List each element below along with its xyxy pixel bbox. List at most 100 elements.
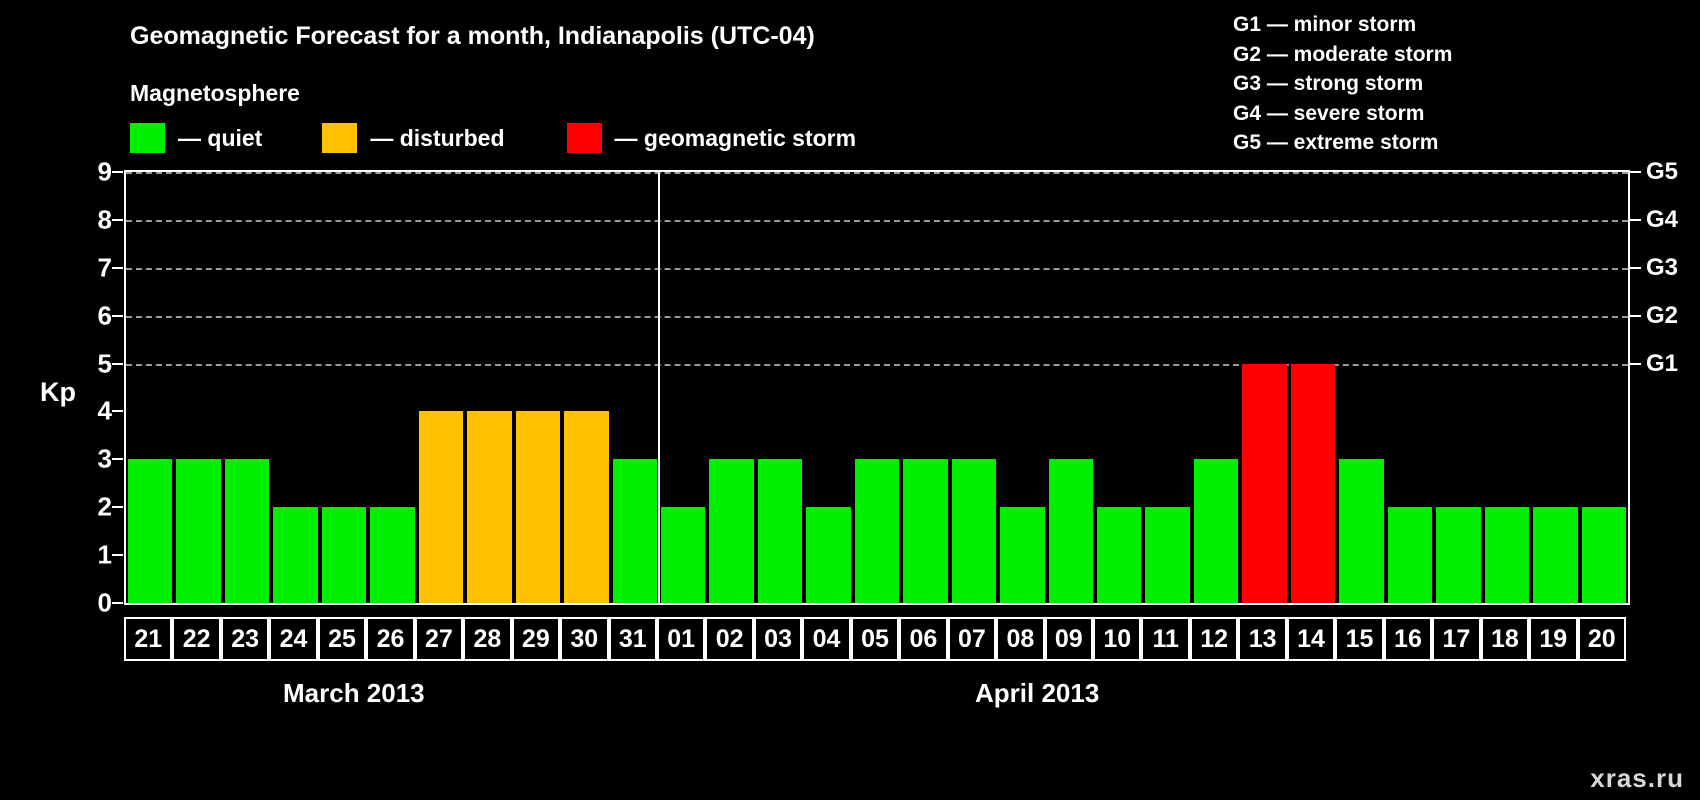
bar-april-10	[1097, 507, 1142, 603]
bar-march-30	[564, 411, 609, 603]
y-tick-label-4: 4	[97, 395, 112, 426]
bar-march-24	[273, 507, 318, 603]
bar-april-15	[1339, 459, 1384, 603]
y-tick-label-0: 0	[97, 587, 112, 618]
day-label-april-05[interactable]: 05	[850, 617, 900, 661]
bar-april-14	[1290, 363, 1336, 603]
y-tick-mark-1	[112, 554, 123, 557]
gscale-line-4: G4 — severe storm	[1233, 101, 1425, 125]
day-label-march-25[interactable]: 25	[317, 617, 367, 661]
g-tick-label-G3: G3	[1646, 253, 1679, 281]
y-tick-mark-5	[112, 362, 123, 365]
bar-march-21	[128, 459, 173, 603]
bar-april-01	[660, 507, 706, 603]
gridline-kp-7	[126, 267, 1628, 270]
bar-march-31	[612, 459, 657, 603]
y-tick-mark-0	[112, 602, 123, 604]
day-label-april-03[interactable]: 03	[753, 617, 803, 661]
day-label-april-20[interactable]: 20	[1577, 617, 1626, 661]
bar-april-03	[757, 459, 803, 603]
day-label-april-15[interactable]: 15	[1335, 617, 1384, 661]
g-tick-mark-G5	[1630, 171, 1641, 173]
bar-april-17	[1436, 507, 1481, 603]
day-label-april-09[interactable]: 09	[1044, 617, 1094, 661]
day-label-march-24[interactable]: 24	[269, 617, 318, 661]
day-label-april-11[interactable]: 11	[1141, 617, 1190, 661]
plot-area	[124, 170, 1630, 605]
day-label-march-23[interactable]: 23	[220, 617, 270, 661]
g-tick-mark-G3	[1630, 266, 1641, 269]
y-tick-label-2: 2	[97, 491, 112, 522]
y-axis-label: Kp	[40, 377, 76, 407]
page-title: Geomagnetic Forecast for a month, Indian…	[130, 22, 815, 50]
y-tick-label-1: 1	[97, 539, 112, 570]
g-tick-label-G4: G4	[1646, 205, 1679, 233]
y-tick-mark-9	[112, 171, 123, 173]
bar-april-16	[1387, 507, 1433, 603]
day-label-march-28[interactable]: 28	[463, 617, 512, 661]
month-caption-april: April 2013	[975, 678, 1100, 708]
bar-april-13	[1242, 363, 1287, 603]
bar-april-12	[1193, 459, 1239, 603]
gridline-kp-8	[126, 219, 1628, 222]
bar-march-22	[176, 459, 221, 603]
month-divider	[657, 172, 660, 603]
bar-april-08	[1000, 507, 1045, 603]
day-label-april-19[interactable]: 19	[1529, 617, 1578, 661]
day-label-march-27[interactable]: 27	[414, 617, 464, 661]
bar-april-02	[709, 459, 754, 603]
bars	[126, 172, 1628, 603]
g-tick-label-G2: G2	[1646, 301, 1679, 329]
day-label-april-10[interactable]: 10	[1093, 617, 1142, 661]
day-label-march-26[interactable]: 26	[366, 617, 415, 661]
legend-label-quiet: — quiet	[178, 124, 263, 151]
bar-march-26	[370, 507, 415, 603]
gscale-line-2: G2 — moderate storm	[1233, 42, 1453, 66]
day-label-april-12[interactable]: 12	[1189, 617, 1239, 661]
bar-april-04	[806, 507, 851, 603]
day-label-march-22[interactable]: 22	[172, 617, 221, 661]
bar-april-05	[854, 459, 900, 603]
y-tick-mark-7	[112, 266, 123, 269]
day-label-april-17[interactable]: 17	[1432, 617, 1481, 661]
gridline-kp-9	[126, 172, 1628, 174]
day-label-march-29[interactable]: 29	[511, 617, 561, 661]
bar-april-20	[1581, 507, 1626, 603]
gscale-legend: G1 — minor storm G2 — moderate storm G3 — …	[1233, 10, 1452, 158]
legend-swatch-geomagnetic-storm	[566, 123, 602, 153]
y-tick-mark-6	[112, 314, 123, 317]
legend-item-disturbed: — disturbed	[322, 123, 505, 153]
bar-april-09	[1048, 459, 1094, 603]
bar-march-25	[321, 507, 367, 603]
legend-swatch-disturbed	[322, 123, 358, 153]
y-tick-label-8: 8	[97, 204, 112, 235]
bar-march-28	[467, 411, 512, 603]
bar-april-06	[903, 459, 948, 603]
legend-swatch-quiet	[130, 123, 165, 153]
y-tick-label-6: 6	[97, 300, 112, 331]
day-label-april-14[interactable]: 14	[1286, 617, 1336, 661]
bar-april-19	[1533, 507, 1578, 603]
legend-item-geomagnetic-storm: — geomagnetic storm	[566, 123, 856, 153]
day-label-april-06[interactable]: 06	[899, 617, 948, 661]
g-scale-axis: G1 G2 G3 G4 G5	[1630, 158, 1700, 605]
day-label-march-31[interactable]: 31	[608, 617, 657, 661]
day-label-march-30[interactable]: 30	[560, 617, 609, 661]
day-label-april-18[interactable]: 18	[1480, 617, 1530, 661]
legend: — quiet — disturbed — geomagnetic storm	[130, 123, 856, 153]
day-label-april-16[interactable]: 16	[1383, 617, 1433, 661]
g-tick-mark-G1	[1630, 362, 1641, 365]
day-label-april-04[interactable]: 04	[802, 617, 851, 661]
day-label-april-07[interactable]: 07	[947, 617, 997, 661]
y-tick-mark-8	[112, 218, 123, 221]
y-tick-label-3: 3	[97, 443, 112, 474]
gscale-line-3: G3 — strong storm	[1233, 72, 1424, 95]
day-label-april-02[interactable]: 02	[705, 617, 754, 661]
day-axis: 21 22 23 24 25 26 27 28 29 30 31 01 02 03 04 05 06 07 08 09…	[124, 617, 1626, 661]
day-label-april-13[interactable]: 13	[1238, 617, 1287, 661]
y-tick-mark-3	[112, 458, 123, 461]
day-label-april-08[interactable]: 08	[996, 617, 1045, 661]
day-label-march-21[interactable]: 21	[124, 617, 173, 661]
y-tick-mark-4	[112, 410, 123, 413]
day-label-april-01[interactable]: 01	[656, 617, 706, 661]
